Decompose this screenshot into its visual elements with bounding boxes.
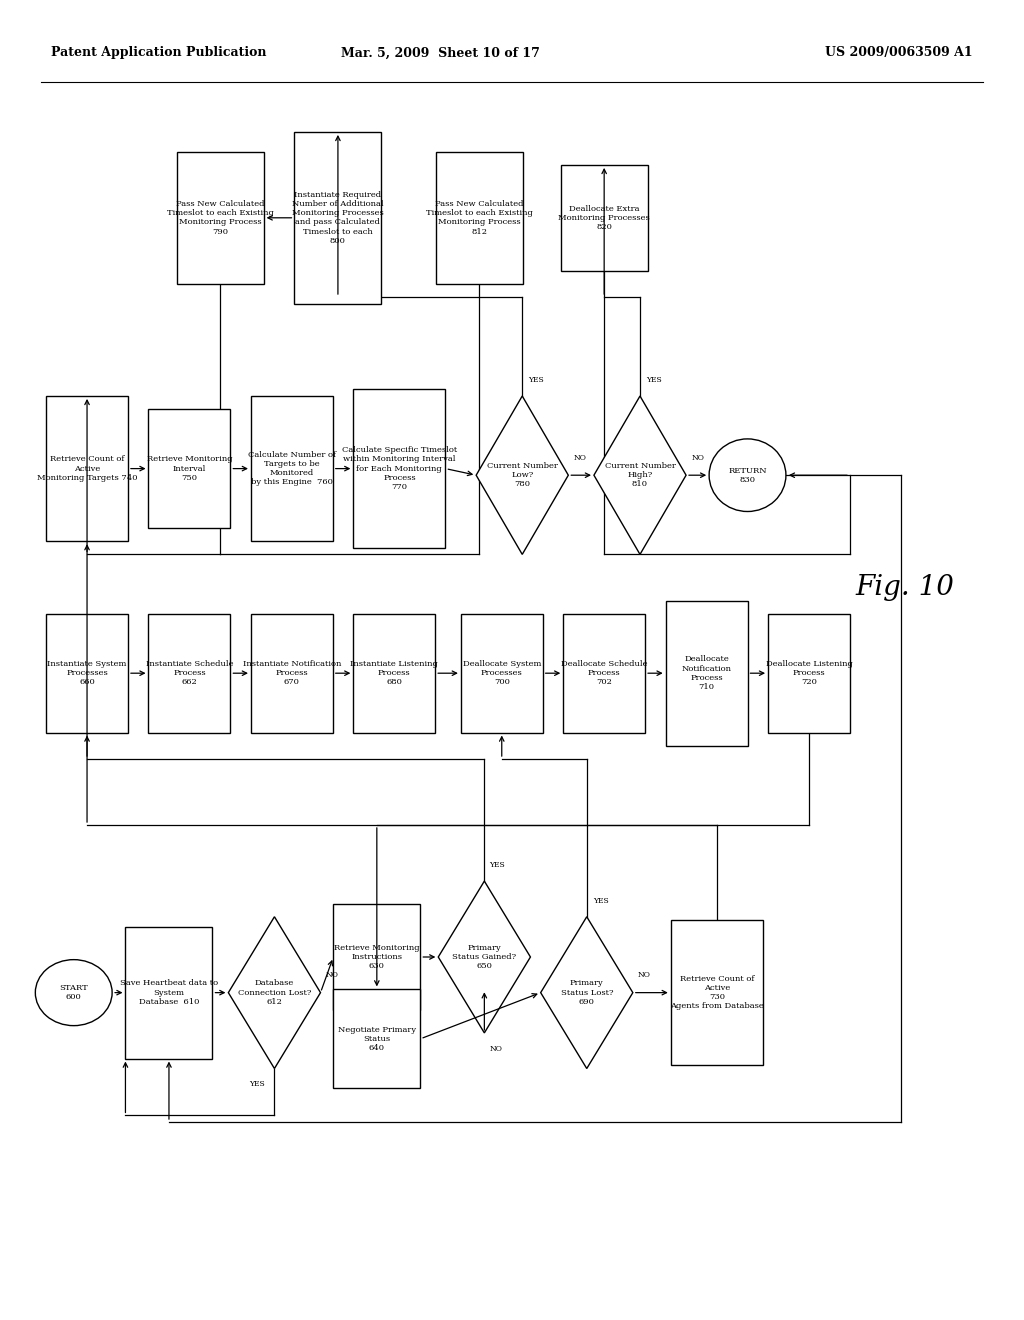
Text: Fig. 10: Fig. 10 (855, 574, 954, 601)
Ellipse shape (35, 960, 112, 1026)
Text: Database
Connection Lost?
612: Database Connection Lost? 612 (238, 979, 311, 1006)
Text: Pass New Calculated
Timeslot to each Existing
Monitoring Process
812: Pass New Calculated Timeslot to each Exi… (426, 201, 532, 235)
Text: Instantiate Listening
Process
680: Instantiate Listening Process 680 (350, 660, 438, 686)
Text: YES: YES (249, 1080, 264, 1089)
Text: Pass New Calculated
Timeslot to each Existing
Monitoring Process
790: Pass New Calculated Timeslot to each Exi… (167, 201, 273, 235)
FancyBboxPatch shape (251, 396, 333, 541)
Text: Retrieve Count of
Active
Monitoring Targets 740: Retrieve Count of Active Monitoring Targ… (37, 455, 137, 482)
FancyBboxPatch shape (295, 132, 382, 304)
FancyBboxPatch shape (436, 152, 523, 284)
FancyBboxPatch shape (46, 614, 128, 733)
Text: US 2009/0063509 A1: US 2009/0063509 A1 (825, 46, 973, 59)
Text: YES: YES (489, 861, 505, 870)
Text: YES: YES (593, 896, 608, 906)
Text: Save Heartbeat data to
System
Database  610: Save Heartbeat data to System Database 6… (120, 979, 218, 1006)
FancyBboxPatch shape (671, 920, 763, 1065)
Text: YES: YES (528, 376, 544, 384)
Polygon shape (541, 916, 633, 1069)
FancyBboxPatch shape (768, 614, 850, 733)
Text: Current Number
High?
810: Current Number High? 810 (604, 462, 676, 488)
Text: NO: NO (638, 972, 651, 979)
Text: Retrieve Monitoring
Interval
750: Retrieve Monitoring Interval 750 (146, 455, 232, 482)
Text: Deallocate System
Processes
700: Deallocate System Processes 700 (463, 660, 541, 686)
Ellipse shape (709, 438, 786, 511)
Text: START
600: START 600 (59, 983, 88, 1002)
Text: Deallocate
Notification
Process
710: Deallocate Notification Process 710 (682, 656, 731, 690)
Text: NO: NO (691, 454, 705, 462)
Text: Calculate Specific Timeslot
within Monitoring Interval
for Each Monitoring
Proce: Calculate Specific Timeslot within Monit… (342, 446, 457, 491)
FancyBboxPatch shape (334, 904, 421, 1010)
Text: Instantiate System
Processes
660: Instantiate System Processes 660 (47, 660, 127, 686)
Text: Calculate Number of
Targets to be
Monitored
by this Engine  760: Calculate Number of Targets to be Monito… (248, 451, 336, 486)
FancyBboxPatch shape (148, 614, 230, 733)
Text: Primary
Status Lost?
690: Primary Status Lost? 690 (560, 979, 613, 1006)
Text: NO: NO (573, 454, 587, 462)
FancyBboxPatch shape (666, 601, 748, 746)
Text: Mar. 5, 2009  Sheet 10 of 17: Mar. 5, 2009 Sheet 10 of 17 (341, 46, 540, 59)
Text: RETURN
830: RETURN 830 (728, 466, 767, 484)
Text: Retrieve Monitoring
Instructions
630: Retrieve Monitoring Instructions 630 (334, 944, 420, 970)
FancyBboxPatch shape (334, 990, 421, 1088)
FancyBboxPatch shape (46, 396, 128, 541)
FancyBboxPatch shape (561, 165, 647, 271)
FancyBboxPatch shape (125, 927, 213, 1059)
FancyBboxPatch shape (353, 614, 435, 733)
Text: Negotiate Primary
Status
640: Negotiate Primary Status 640 (338, 1026, 416, 1052)
Text: Patent Application Publication: Patent Application Publication (51, 46, 266, 59)
Text: Current Number
Low?
780: Current Number Low? 780 (486, 462, 558, 488)
Polygon shape (438, 882, 530, 1032)
FancyBboxPatch shape (353, 389, 445, 548)
Text: Retrieve Count of
Active
730
Agents from Database: Retrieve Count of Active 730 Agents from… (670, 975, 764, 1010)
Text: Deallocate Extra
Monitoring Processes
820: Deallocate Extra Monitoring Processes 82… (558, 205, 650, 231)
Text: Instantiate Required
Number of Additional
Monitoring Processes
and pass Calculat: Instantiate Required Number of Additiona… (292, 191, 384, 244)
Text: Instantiate Notification
Process
670: Instantiate Notification Process 670 (243, 660, 341, 686)
Text: NO: NO (326, 972, 339, 979)
Text: Primary
Status Gained?
650: Primary Status Gained? 650 (453, 944, 516, 970)
Polygon shape (594, 396, 686, 554)
Text: Deallocate Listening
Process
720: Deallocate Listening Process 720 (766, 660, 852, 686)
FancyBboxPatch shape (461, 614, 543, 733)
Text: Deallocate Schedule
Process
702: Deallocate Schedule Process 702 (561, 660, 647, 686)
FancyBboxPatch shape (148, 409, 230, 528)
Polygon shape (476, 396, 568, 554)
FancyBboxPatch shape (176, 152, 264, 284)
Text: YES: YES (646, 376, 662, 384)
Text: NO: NO (489, 1044, 503, 1053)
Polygon shape (228, 916, 321, 1069)
FancyBboxPatch shape (251, 614, 333, 733)
FancyBboxPatch shape (563, 614, 645, 733)
Text: Instantiate Schedule
Process
662: Instantiate Schedule Process 662 (145, 660, 233, 686)
